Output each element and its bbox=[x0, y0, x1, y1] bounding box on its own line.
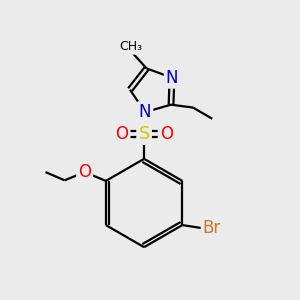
Text: N: N bbox=[166, 69, 178, 87]
Text: CH₃: CH₃ bbox=[119, 40, 142, 53]
Text: N: N bbox=[139, 103, 151, 121]
Text: S: S bbox=[138, 125, 150, 143]
Text: O: O bbox=[78, 163, 91, 181]
Text: O: O bbox=[116, 125, 128, 143]
Text: O: O bbox=[160, 125, 173, 143]
Text: Br: Br bbox=[203, 219, 221, 237]
